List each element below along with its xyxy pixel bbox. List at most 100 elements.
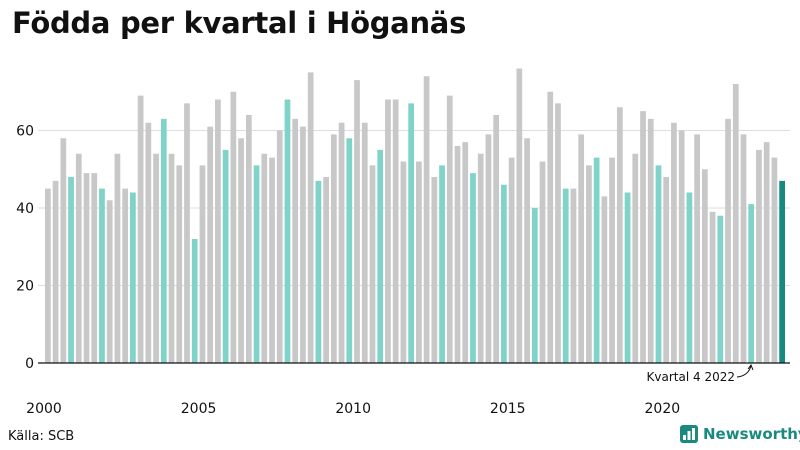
bar (176, 165, 183, 363)
brand-logo: Newsworthy (680, 425, 800, 443)
bar (130, 192, 136, 363)
bar (671, 122, 677, 363)
bar (771, 157, 778, 363)
x-axis-ticks: 2000 2005 2010 2015 2020 (26, 401, 680, 417)
bar (732, 84, 739, 363)
bar (462, 142, 469, 363)
bar (477, 153, 484, 363)
bar (315, 180, 322, 363)
bar (446, 95, 453, 363)
bar (601, 196, 608, 363)
bar (323, 177, 329, 363)
bar (269, 157, 275, 363)
bar (168, 153, 175, 363)
bar (539, 161, 546, 363)
bar (292, 118, 299, 363)
x-tick-label: 2010 (335, 401, 371, 417)
bar (122, 188, 129, 363)
bar (145, 122, 152, 363)
bar (562, 188, 569, 363)
bar (586, 165, 592, 363)
bar (191, 239, 198, 363)
bar (725, 118, 731, 363)
bar (647, 118, 654, 363)
annotation: Kvartal 4 2022 (647, 363, 754, 384)
bar (284, 99, 291, 363)
y-tick-label: 40 (16, 201, 34, 217)
x-tick-label: 2005 (181, 401, 217, 417)
bar (740, 134, 747, 363)
bar (524, 138, 530, 363)
bar (354, 80, 360, 363)
bar (508, 157, 515, 363)
bar (609, 157, 615, 363)
bar (578, 134, 585, 363)
bar (361, 122, 368, 363)
y-tick-label: 20 (16, 279, 34, 295)
bar (238, 138, 244, 363)
bar (400, 161, 407, 363)
bar (701, 169, 708, 363)
bar (261, 153, 268, 363)
y-tick-label: 0 (25, 356, 34, 372)
bar (45, 188, 51, 363)
bar (52, 180, 59, 363)
bar (779, 180, 785, 363)
bar (756, 149, 762, 363)
bar (99, 188, 105, 363)
bar (748, 204, 755, 363)
bar (338, 122, 345, 363)
annotation-label: Kvartal 4 2022 (647, 370, 735, 384)
brand-name: Newsworthy (703, 425, 800, 443)
bar (230, 91, 237, 363)
bar (106, 200, 113, 363)
bar (307, 72, 314, 363)
bar (60, 138, 67, 363)
bar (369, 165, 376, 363)
bar (763, 142, 770, 363)
x-tick-label: 2000 (26, 401, 62, 417)
bar (501, 184, 507, 363)
bar (300, 126, 306, 363)
bar (199, 165, 206, 363)
bars (45, 68, 785, 363)
bar (694, 134, 700, 363)
bar (439, 165, 445, 363)
bar (184, 103, 190, 363)
bar (91, 173, 98, 363)
bar (663, 177, 670, 363)
bar (454, 146, 461, 363)
bar (531, 208, 538, 363)
bar (717, 215, 724, 363)
bar (83, 173, 90, 363)
y-tick-label: 60 (16, 124, 34, 140)
y-axis-ticks: 0 20 40 60 (16, 124, 34, 373)
bar (245, 115, 252, 363)
bar (423, 76, 430, 363)
x-tick-label: 2020 (645, 401, 681, 417)
bar (137, 95, 144, 363)
bar (392, 99, 399, 363)
bar (516, 68, 523, 363)
bar (114, 153, 121, 363)
bar (75, 153, 82, 363)
bar (570, 188, 577, 363)
bar (547, 91, 554, 363)
bar (640, 111, 646, 363)
bar (416, 161, 422, 363)
bar (555, 103, 561, 363)
annotation-arrow (736, 363, 754, 378)
bar (485, 134, 492, 363)
bar (160, 118, 167, 363)
bar (431, 177, 438, 363)
bar (624, 192, 631, 363)
bar (470, 173, 476, 363)
bar (678, 130, 685, 363)
bar (276, 130, 283, 363)
source-label: Källa: SCB (8, 429, 75, 444)
bar (686, 192, 693, 363)
bar (616, 107, 623, 363)
bar (253, 165, 260, 363)
bar (68, 177, 74, 363)
